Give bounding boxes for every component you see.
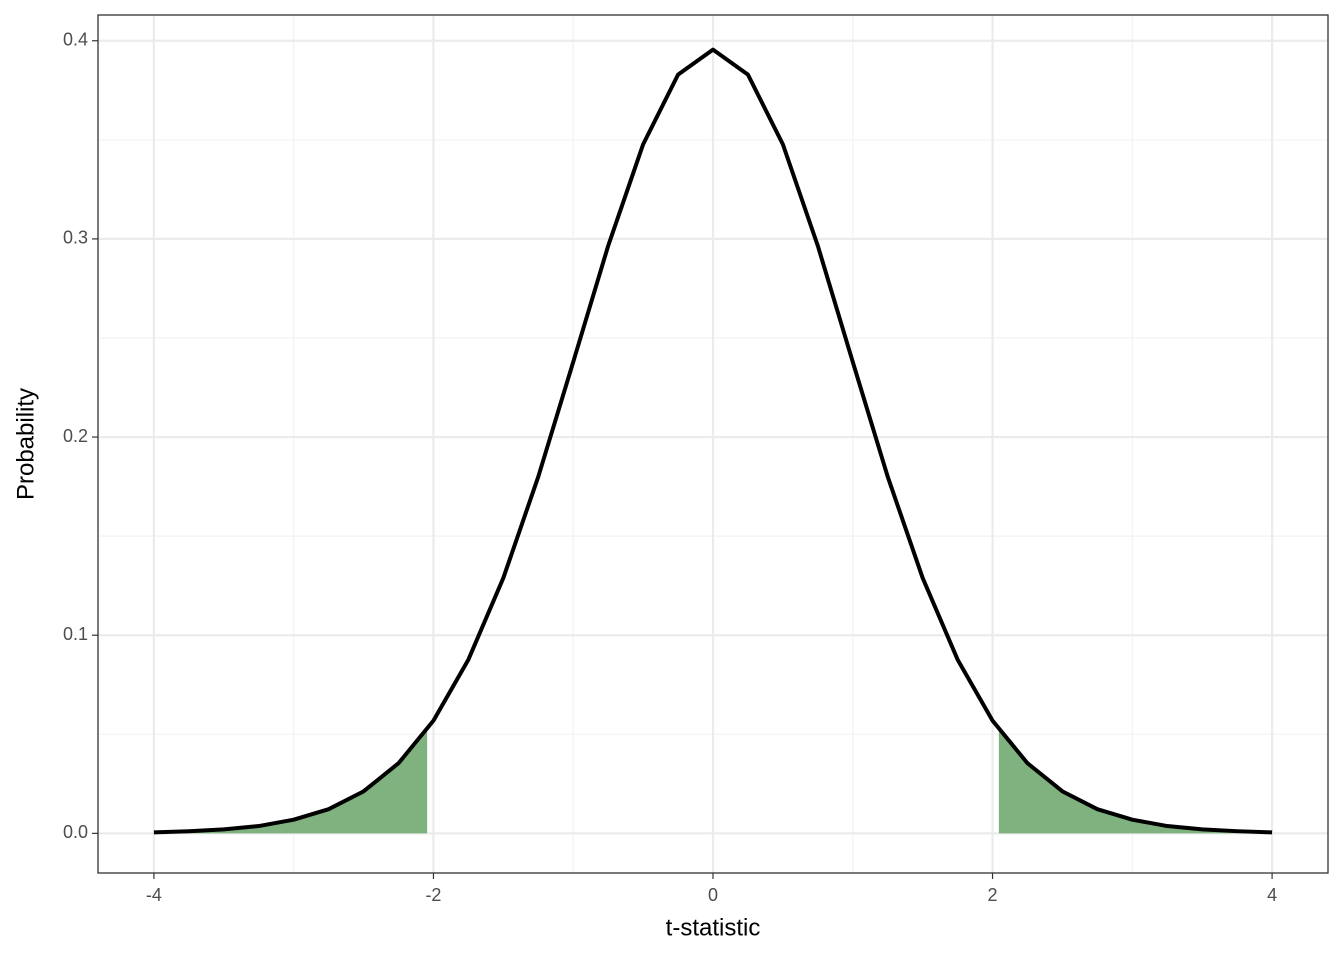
density-line — [153, 47, 1273, 835]
x-tick-label: 0 — [708, 885, 718, 905]
y-tick-label: 0.4 — [63, 30, 88, 50]
x-tick-label: 4 — [1267, 885, 1277, 905]
x-tick-label: 2 — [988, 885, 998, 905]
shaded-area — [998, 729, 1273, 834]
y-tick-label: 0.0 — [63, 822, 88, 842]
x-tick-label: -4 — [146, 885, 162, 905]
x-tick-label: -2 — [425, 885, 441, 905]
y-tick-label: 0.2 — [63, 426, 88, 446]
shaded-area — [153, 729, 428, 834]
y-axis-title: Probability — [12, 388, 39, 500]
y-tick-label: 0.1 — [63, 624, 88, 644]
y-tick-label: 0.3 — [63, 228, 88, 248]
plot-border — [97, 14, 1329, 874]
x-axis-title: t-statistic — [666, 914, 761, 941]
